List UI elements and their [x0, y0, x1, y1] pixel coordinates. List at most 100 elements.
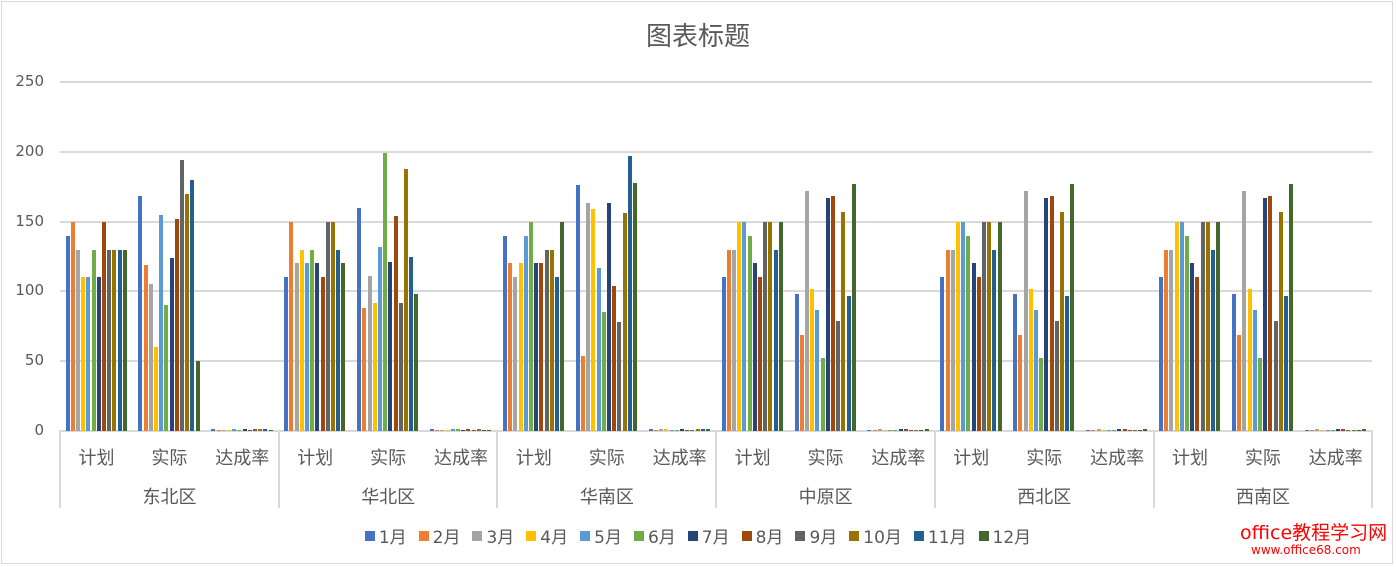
- data-bar[interactable]: [440, 429, 445, 431]
- data-bar[interactable]: [893, 430, 898, 431]
- data-bar[interactable]: [945, 249, 950, 431]
- data-bar[interactable]: [586, 203, 591, 431]
- data-bar[interactable]: [299, 249, 304, 431]
- data-bar[interactable]: [534, 263, 539, 431]
- data-bar[interactable]: [799, 334, 804, 431]
- data-bar[interactable]: [1101, 430, 1106, 431]
- data-bar[interactable]: [325, 221, 330, 431]
- data-bar[interactable]: [851, 183, 856, 431]
- data-bar[interactable]: [403, 168, 408, 431]
- data-bar[interactable]: [1106, 430, 1111, 431]
- data-bar[interactable]: [81, 277, 86, 431]
- data-bar[interactable]: [1039, 358, 1044, 431]
- data-bar[interactable]: [289, 221, 294, 431]
- legend[interactable]: 1月 2月 3月 4月 5月 6月 7月 8月 9月 10月 11月 12月: [0, 523, 1396, 548]
- data-bar[interactable]: [502, 235, 507, 431]
- data-bar[interactable]: [1190, 263, 1195, 431]
- data-bar[interactable]: [461, 429, 466, 431]
- data-bar[interactable]: [112, 249, 117, 431]
- data-bar[interactable]: [518, 263, 523, 431]
- data-bar[interactable]: [471, 430, 476, 431]
- data-bar[interactable]: [987, 221, 992, 431]
- data-bar[interactable]: [872, 430, 877, 431]
- data-bar[interactable]: [1247, 288, 1252, 431]
- data-bar[interactable]: [122, 249, 127, 431]
- data-bar[interactable]: [601, 312, 606, 431]
- data-bar[interactable]: [430, 428, 434, 431]
- data-bar[interactable]: [221, 429, 226, 431]
- data-bar[interactable]: [211, 429, 216, 431]
- data-bar[interactable]: [138, 196, 143, 431]
- data-bar[interactable]: [409, 256, 414, 431]
- chart-title[interactable]: 图表标题: [645, 22, 750, 52]
- data-bar[interactable]: [1268, 196, 1273, 431]
- data-bar[interactable]: [1049, 196, 1054, 431]
- data-bar[interactable]: [914, 429, 919, 431]
- data-bar[interactable]: [841, 211, 846, 431]
- data-bar[interactable]: [1132, 429, 1137, 431]
- data-bar[interactable]: [700, 428, 705, 431]
- data-bar[interactable]: [185, 193, 190, 431]
- data-bar[interactable]: [919, 429, 924, 431]
- data-bar[interactable]: [263, 429, 268, 431]
- data-bar[interactable]: [825, 197, 830, 431]
- data-bar[interactable]: [320, 277, 325, 431]
- data-bar[interactable]: [305, 263, 309, 431]
- data-bar[interactable]: [148, 284, 153, 431]
- data-bar[interactable]: [679, 429, 684, 431]
- data-bar[interactable]: [903, 428, 908, 431]
- data-bar[interactable]: [732, 249, 736, 431]
- data-bar[interactable]: [758, 277, 762, 431]
- data-bar[interactable]: [159, 214, 164, 431]
- legend-item[interactable]: 9月: [795, 523, 837, 548]
- data-bar[interactable]: [1242, 190, 1247, 431]
- data-bar[interactable]: [1205, 221, 1210, 431]
- data-bar[interactable]: [1013, 294, 1018, 431]
- data-bar[interactable]: [622, 213, 627, 431]
- data-bar[interactable]: [955, 221, 960, 431]
- data-bar[interactable]: [690, 430, 695, 431]
- data-bar[interactable]: [70, 221, 75, 431]
- data-bar[interactable]: [315, 263, 320, 431]
- data-bar[interactable]: [549, 249, 554, 431]
- data-bar[interactable]: [674, 430, 679, 431]
- data-bar[interactable]: [268, 430, 273, 431]
- data-bar[interactable]: [1200, 221, 1205, 431]
- data-bar[interactable]: [357, 207, 362, 431]
- data-bar[interactable]: [1346, 430, 1351, 431]
- data-bar[interactable]: [331, 221, 335, 431]
- data-bar[interactable]: [591, 209, 596, 431]
- data-bar[interactable]: [169, 257, 174, 431]
- legend-item[interactable]: 12月: [978, 523, 1031, 548]
- data-bar[interactable]: [773, 249, 778, 431]
- data-bar[interactable]: [627, 155, 632, 431]
- data-bar[interactable]: [101, 221, 106, 431]
- data-bar[interactable]: [1304, 429, 1309, 431]
- data-bar[interactable]: [1065, 295, 1070, 431]
- data-bar[interactable]: [1356, 429, 1361, 431]
- data-bar[interactable]: [377, 246, 382, 431]
- legend-item[interactable]: 11月: [913, 523, 967, 548]
- data-bar[interactable]: [950, 249, 955, 431]
- data-bar[interactable]: [1060, 211, 1064, 431]
- data-bar[interactable]: [544, 249, 549, 431]
- data-bar[interactable]: [575, 185, 580, 431]
- data-bar[interactable]: [393, 216, 398, 431]
- data-bar[interactable]: [1169, 249, 1174, 431]
- data-bar[interactable]: [310, 249, 315, 431]
- data-bar[interactable]: [794, 294, 799, 431]
- data-bar[interactable]: [226, 430, 231, 431]
- data-bar[interactable]: [664, 429, 669, 431]
- data-bar[interactable]: [1023, 190, 1028, 431]
- data-bar[interactable]: [117, 249, 122, 431]
- data-bar[interactable]: [341, 263, 346, 431]
- legend-item[interactable]: 4月: [526, 523, 568, 548]
- data-bar[interactable]: [1320, 430, 1325, 431]
- data-bar[interactable]: [294, 263, 299, 431]
- data-bar[interactable]: [804, 190, 809, 431]
- data-bar[interactable]: [284, 277, 289, 431]
- data-bar[interactable]: [1054, 320, 1059, 431]
- legend-item[interactable]: 1月: [364, 523, 407, 548]
- data-bar[interactable]: [476, 429, 481, 431]
- data-bar[interactable]: [242, 429, 247, 431]
